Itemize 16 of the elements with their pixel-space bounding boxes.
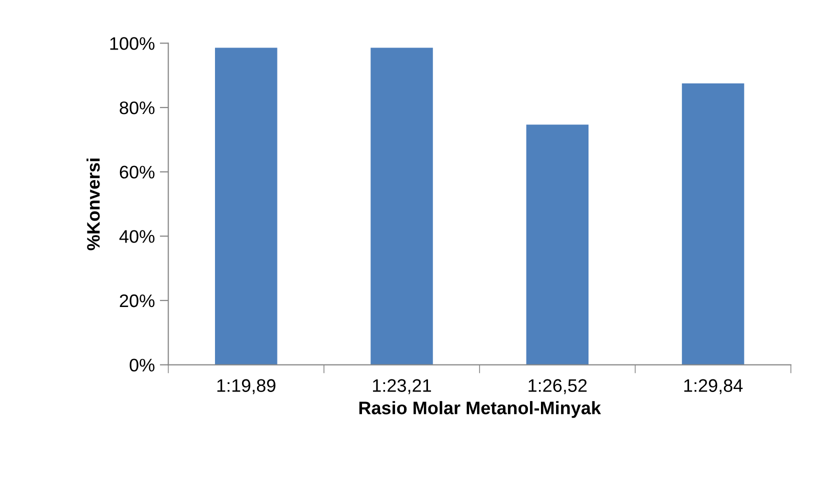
x-tick-label: 1:23,21: [373, 379, 431, 394]
x-tick-label: 1:29,84: [684, 379, 743, 394]
x-axis-title: Rasio Molar Metanol-Minyak: [359, 401, 601, 418]
y-tick-label: 0%: [130, 358, 154, 372]
x-tick-label: 1:19,89: [217, 379, 276, 394]
y-tick-label: 60%: [120, 166, 154, 179]
y-axis-title: %Konversi: [86, 158, 100, 250]
bar: [526, 124, 589, 365]
bar: [370, 48, 433, 365]
y-tick-label: 80%: [120, 101, 154, 114]
y-tick-label: 40%: [119, 230, 154, 243]
y-tick-label: 20%: [120, 294, 154, 308]
bar: [682, 83, 744, 365]
bar: [214, 48, 278, 365]
y-tick-label: 100%: [110, 37, 154, 50]
x-tick-label: 1:26,52: [528, 379, 587, 394]
